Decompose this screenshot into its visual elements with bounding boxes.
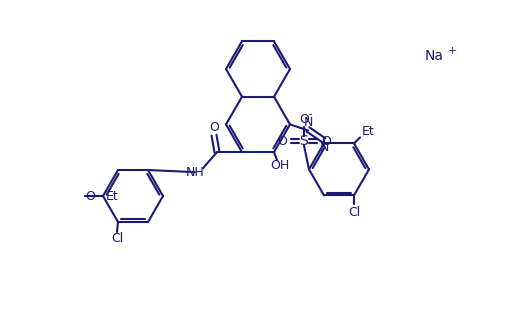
Text: Na: Na bbox=[425, 49, 444, 63]
Text: NH: NH bbox=[186, 166, 205, 179]
Text: Et: Et bbox=[362, 125, 375, 138]
Text: O: O bbox=[321, 135, 331, 148]
Text: +: + bbox=[448, 46, 458, 56]
Text: Cl: Cl bbox=[111, 233, 123, 245]
Text: OH: OH bbox=[270, 159, 290, 172]
Text: Et: Et bbox=[106, 189, 119, 202]
Text: Cl: Cl bbox=[348, 206, 360, 219]
Text: -: - bbox=[308, 109, 312, 119]
Text: O: O bbox=[85, 189, 95, 202]
Text: N: N bbox=[319, 141, 329, 154]
Text: N: N bbox=[304, 116, 312, 129]
Text: O: O bbox=[277, 135, 287, 148]
Text: S: S bbox=[300, 134, 308, 148]
Text: O: O bbox=[299, 113, 309, 126]
Text: O: O bbox=[209, 121, 219, 134]
